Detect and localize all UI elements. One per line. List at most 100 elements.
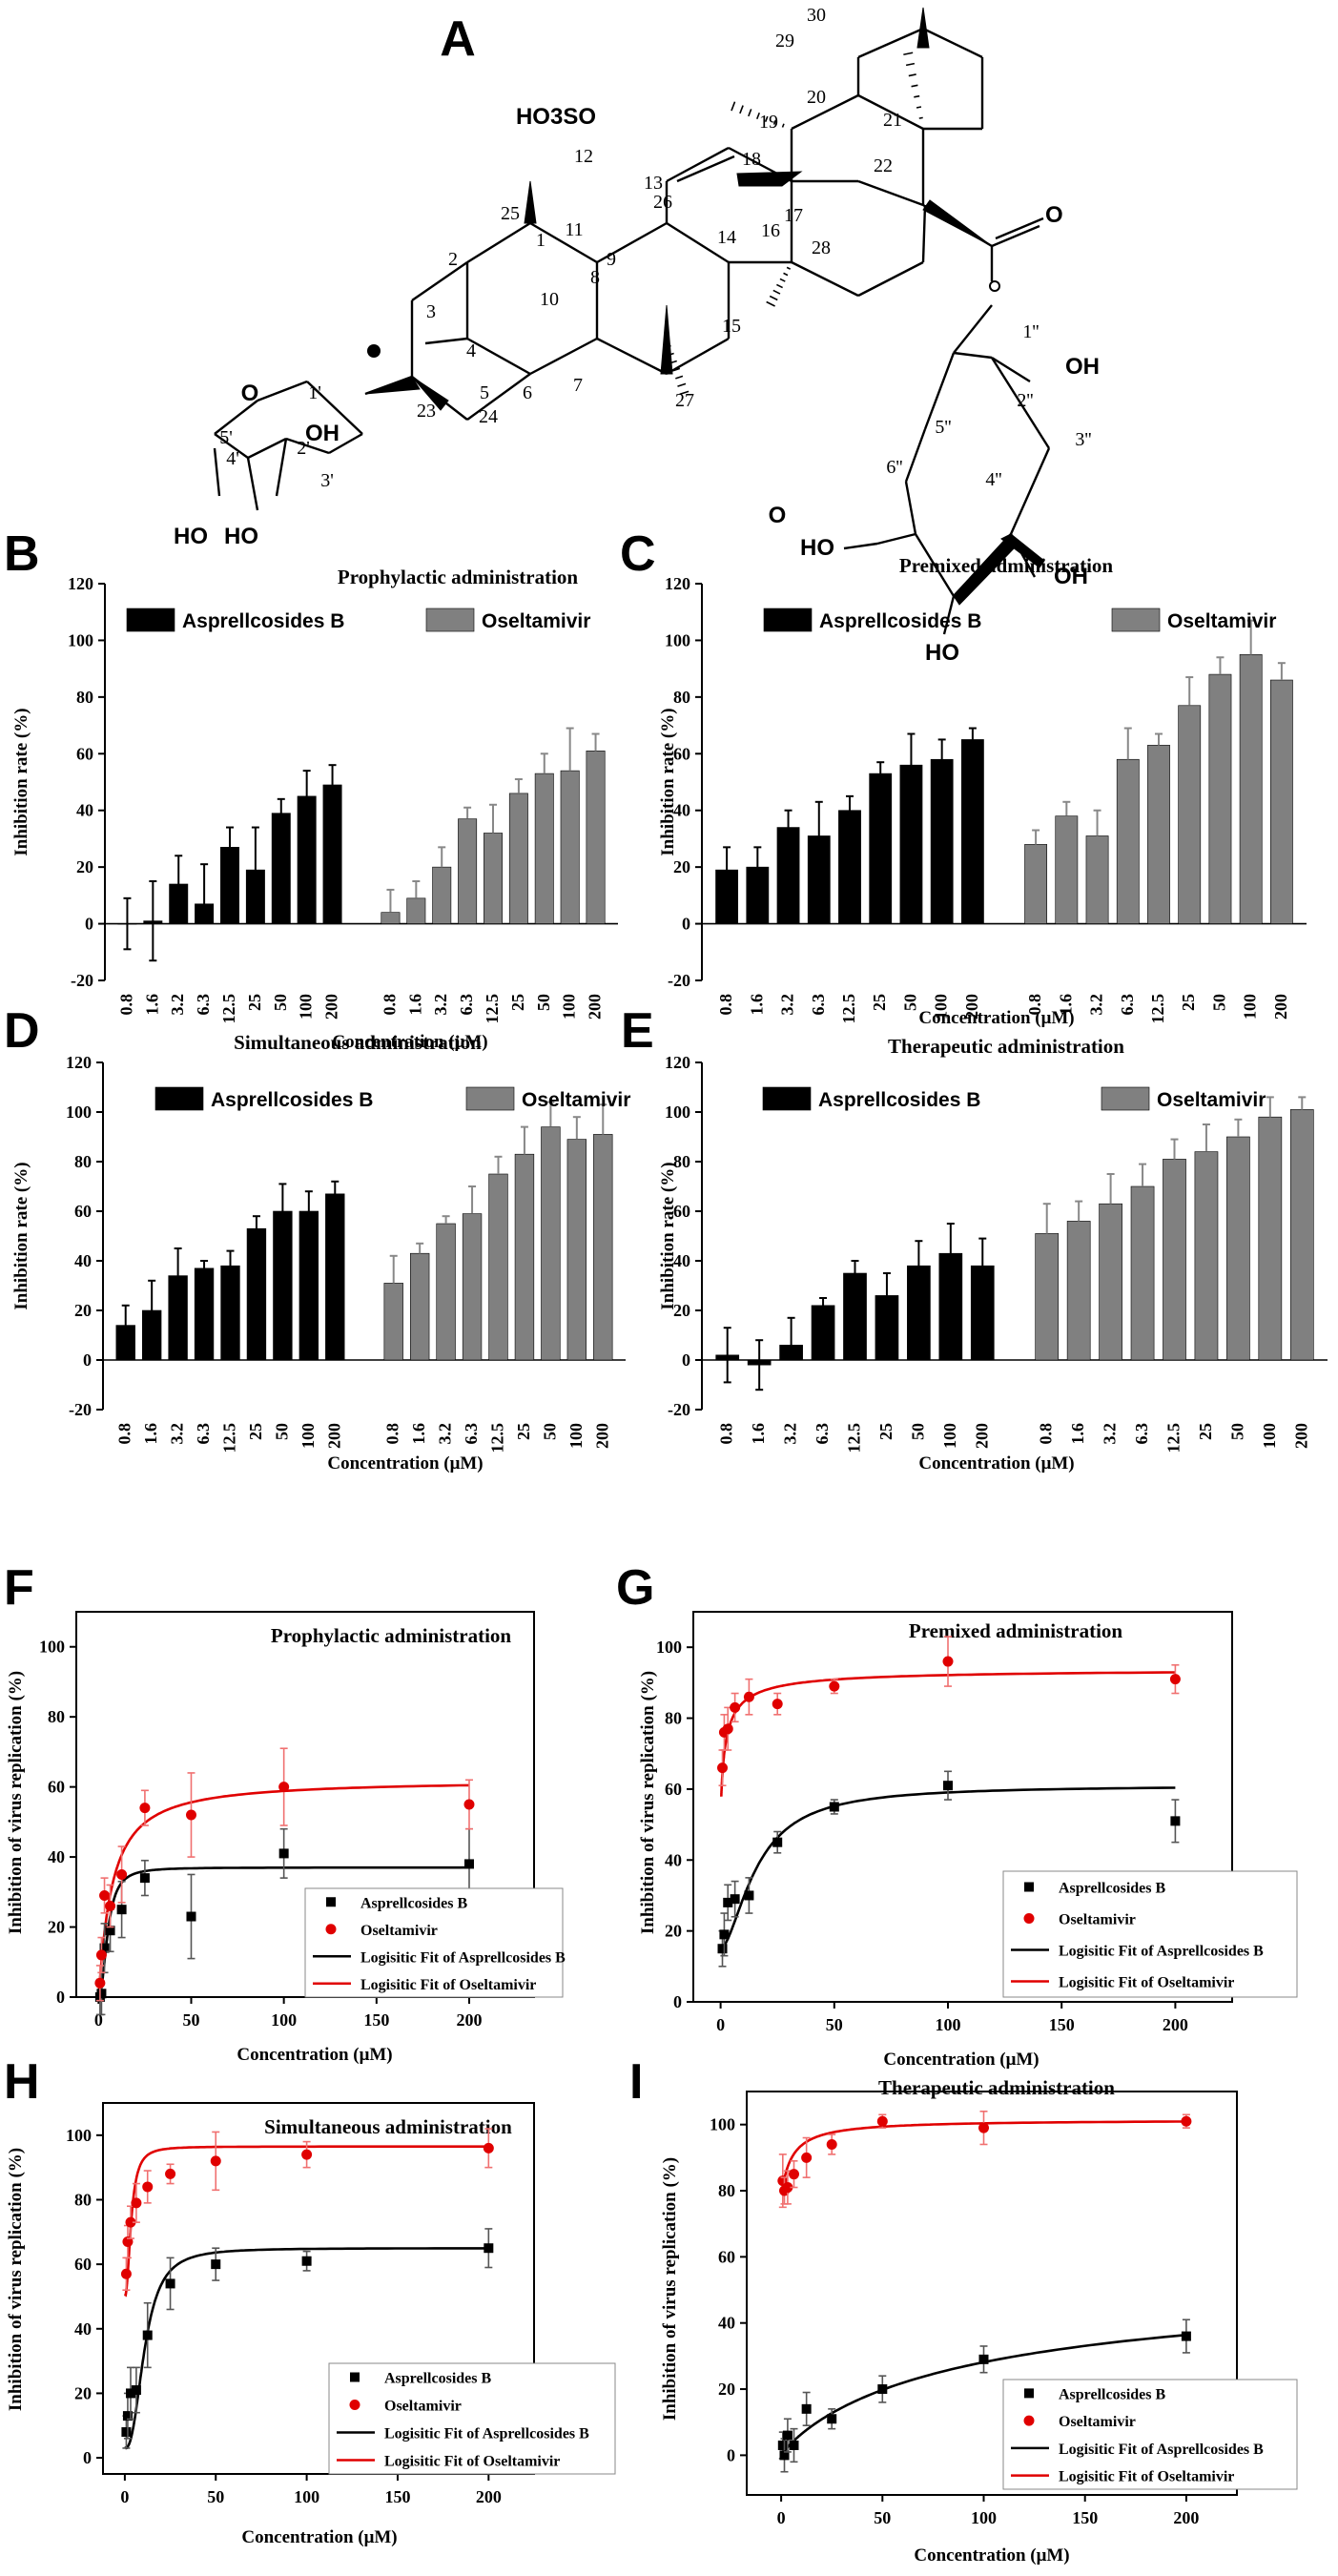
y-tick-label: 120 xyxy=(665,574,690,593)
bar-oseltamivir-50 xyxy=(1226,1136,1250,1361)
hash-stroke xyxy=(905,62,916,67)
data-point-asprellcosides-b xyxy=(978,2354,989,2364)
data-point-oseltamivir xyxy=(99,1889,111,1901)
bar-asprellcosides-b-50 xyxy=(271,813,291,924)
panel-label-G: G xyxy=(616,1560,654,1616)
legend-label: Logisitic Fit of Asprellcosides B xyxy=(384,2426,589,2442)
bar-oseltamivir-12.5 xyxy=(488,1173,508,1361)
bar-oseltamivir-50 xyxy=(541,1126,561,1361)
atom-number-6: 6 xyxy=(523,382,532,403)
plot-frame xyxy=(692,1611,1233,2003)
legend-label: Oseltamivir xyxy=(384,2399,462,2415)
chart-title: Premixed administration xyxy=(909,1619,1123,1642)
hash-stroke xyxy=(772,289,781,295)
x-tick-label: 0.8 xyxy=(716,994,735,1016)
bar-asprellcosides-b-1.6 xyxy=(141,1309,162,1361)
x-tick-label: 0.8 xyxy=(115,1423,134,1445)
x-tick-label: 200 xyxy=(476,2487,502,2506)
data-point-asprellcosides-b xyxy=(1181,2331,1191,2341)
data-point-oseltamivir xyxy=(301,2149,313,2160)
x-axis-label: Concentration (μM) xyxy=(918,1008,1074,1028)
bar-asprellcosides-b-6.3 xyxy=(807,835,831,924)
data-point-asprellcosides-b xyxy=(943,1781,954,1791)
y-tick-label: 60 xyxy=(76,744,93,763)
bar-asprellcosides-b-200 xyxy=(322,784,342,924)
scatter-chart-H: H Simultaneous administration 0 20 40 60 80 100… xyxy=(4,2054,616,2547)
legend-label: Oseltamivir xyxy=(482,610,590,632)
legend-box xyxy=(1002,2379,1298,2490)
data-point-oseltamivir xyxy=(105,1901,116,1912)
y-tick-label: 20 xyxy=(718,2380,735,2399)
x-tick-label: 0.8 xyxy=(1037,1423,1056,1445)
atom-number-4': 4' xyxy=(226,448,239,469)
bar-oseltamivir-1.6 xyxy=(1055,815,1079,924)
x-tick-label: 12.5 xyxy=(1148,994,1167,1024)
data-point-asprellcosides-b xyxy=(142,2330,153,2340)
y-tick-label: 40 xyxy=(673,1251,690,1270)
data-point-asprellcosides-b xyxy=(105,1926,115,1936)
bond-39 xyxy=(995,216,1044,240)
bar-oseltamivir-200 xyxy=(593,1134,613,1361)
data-point-oseltamivir xyxy=(116,1868,128,1880)
y-tick-label: 60 xyxy=(673,744,690,763)
x-tick-label: 150 xyxy=(1072,2508,1098,2527)
atom-number-28: 28 xyxy=(812,237,831,258)
data-point-asprellcosides-b xyxy=(99,1943,110,1953)
legend-label: Asprellcosides B xyxy=(818,1089,980,1111)
bar-oseltamivir-3.2 xyxy=(1085,835,1109,924)
x-tick-label: 200 xyxy=(1163,2015,1188,2034)
scatter-chart-I: I Therapeutic administration 0 20 40 60 80 100 0… xyxy=(629,2054,1298,2566)
bar-oseltamivir-200 xyxy=(586,751,606,924)
atom-number-26: 26 xyxy=(653,192,672,213)
legend-marker-circle xyxy=(349,2400,360,2410)
y-tick-label: 0 xyxy=(673,1992,682,2011)
bond-55 xyxy=(257,380,308,402)
bar-asprellcosides-b-6.3 xyxy=(194,1267,215,1361)
atom-number-15: 15 xyxy=(722,316,741,337)
data-point-asprellcosides-b xyxy=(782,2430,793,2441)
x-tick-label: 0 xyxy=(120,2487,129,2506)
bond-45 xyxy=(914,533,956,597)
bar-asprellcosides-b-12.5 xyxy=(838,810,861,924)
data-point-oseltamivir xyxy=(142,2181,154,2193)
y-tick-label: 60 xyxy=(48,1778,65,1797)
x-tick-label: 200 xyxy=(1271,994,1290,1020)
x-tick-label: 1.6 xyxy=(747,994,766,1016)
bar-oseltamivir-25 xyxy=(514,1153,535,1361)
y-tick-label: 80 xyxy=(48,1707,65,1726)
hash-stroke xyxy=(776,283,783,289)
y-tick-label: 40 xyxy=(76,801,93,820)
data-point-asprellcosides-b xyxy=(779,2450,790,2461)
bar-oseltamivir-50 xyxy=(534,773,554,924)
data-point-oseltamivir xyxy=(94,1977,106,1989)
legend-swatch xyxy=(1111,608,1161,632)
atom-number-29: 29 xyxy=(775,31,794,52)
bar-chart-E: E Therapeutic administration -20 0 20 40 60 80 1… xyxy=(621,1003,1328,1473)
bar-asprellcosides-b-200 xyxy=(325,1193,345,1361)
x-tick-label: 6.3 xyxy=(1118,994,1137,1016)
hash-stroke xyxy=(914,94,920,98)
atom-label-oh: OH xyxy=(1054,564,1088,589)
x-tick-label: 100 xyxy=(1241,994,1260,1020)
bond-24 xyxy=(857,260,924,298)
data-point-asprellcosides-b xyxy=(877,2384,888,2395)
bar-asprellcosides-b-50 xyxy=(273,1210,293,1361)
legend-label: Logisitic Fit of Oseltamivir xyxy=(1059,1975,1234,1991)
chart-title: Therapeutic administration xyxy=(878,2076,1115,2099)
data-point-oseltamivir xyxy=(278,1782,290,1793)
y-tick-label: 60 xyxy=(74,1202,92,1221)
bond-59 xyxy=(285,437,330,455)
y-axis-label: Inhibition rate (%) xyxy=(658,1162,678,1309)
bar-oseltamivir-100 xyxy=(566,1139,587,1361)
chart-title: Premixed administration xyxy=(899,554,1114,577)
x-tick-label: 25 xyxy=(514,1423,533,1440)
data-point-asprellcosides-b xyxy=(139,1873,150,1884)
data-point-oseltamivir xyxy=(131,2197,142,2209)
bar-oseltamivir-100 xyxy=(1239,653,1263,924)
y-tick-label: 120 xyxy=(66,1053,92,1072)
x-tick-label: 0.8 xyxy=(717,1423,736,1445)
y-tick-label: 40 xyxy=(74,2319,92,2339)
x-tick-label: 25 xyxy=(1196,1423,1215,1440)
bar-oseltamivir-25 xyxy=(1194,1151,1219,1361)
bar-asprellcosides-b-50 xyxy=(907,1265,931,1361)
